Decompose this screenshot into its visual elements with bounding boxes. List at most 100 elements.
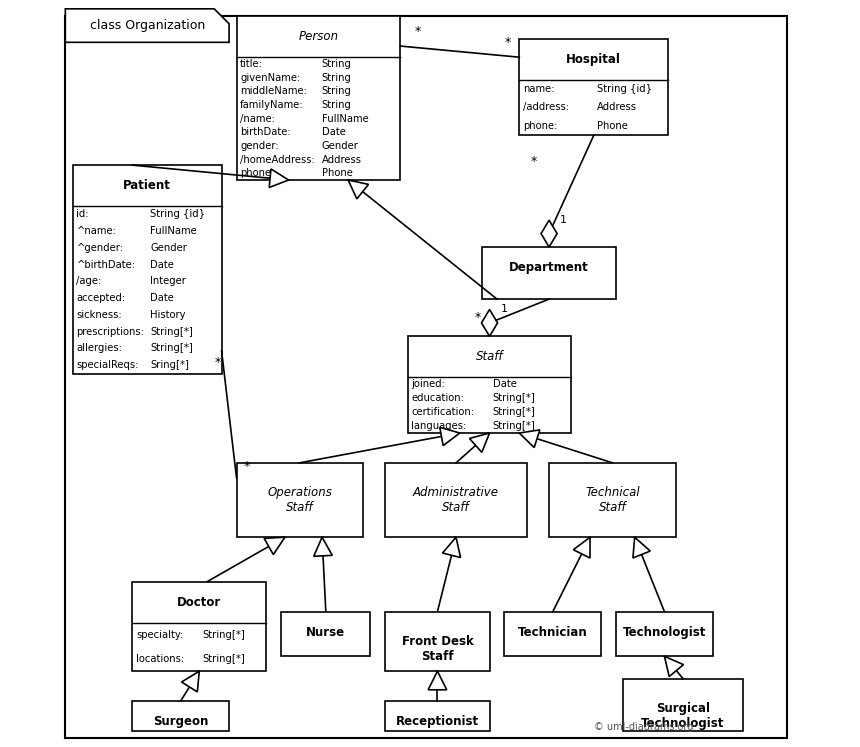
Text: id:: id: <box>77 209 89 220</box>
Text: String: String <box>322 100 352 110</box>
FancyBboxPatch shape <box>132 582 267 672</box>
Text: familyName:: familyName: <box>240 100 304 110</box>
Text: Front Desk
Staff: Front Desk Staff <box>402 635 473 663</box>
FancyBboxPatch shape <box>237 16 400 180</box>
Text: *: * <box>475 311 481 324</box>
Text: FullName: FullName <box>150 226 197 236</box>
Polygon shape <box>633 537 650 558</box>
Text: Date: Date <box>322 127 346 137</box>
Text: sickness:: sickness: <box>77 310 122 320</box>
FancyBboxPatch shape <box>385 612 489 672</box>
Text: FullName: FullName <box>322 114 368 123</box>
Text: String[*]: String[*] <box>493 421 536 431</box>
Text: Surgeon: Surgeon <box>153 715 208 728</box>
Text: Phone: Phone <box>597 121 628 131</box>
Text: Date: Date <box>493 379 517 389</box>
Polygon shape <box>65 9 229 43</box>
Text: Staff: Staff <box>476 350 503 363</box>
Polygon shape <box>181 672 200 692</box>
Text: Address: Address <box>322 155 362 164</box>
Text: String[*]: String[*] <box>150 326 193 337</box>
Text: History: History <box>150 310 186 320</box>
Polygon shape <box>541 220 557 247</box>
Polygon shape <box>443 537 461 557</box>
Text: String {id}: String {id} <box>597 84 652 94</box>
Text: phone:: phone: <box>523 121 557 131</box>
Text: Technician: Technician <box>518 626 587 639</box>
Text: Gender: Gender <box>150 243 187 253</box>
Text: Technologist: Technologist <box>623 626 706 639</box>
Text: specialty:: specialty: <box>136 630 183 640</box>
Text: specialReqs:: specialReqs: <box>77 360 138 370</box>
Polygon shape <box>470 433 489 453</box>
Text: name:: name: <box>523 84 555 94</box>
Text: ^gender:: ^gender: <box>77 243 124 253</box>
Text: 1: 1 <box>501 305 507 314</box>
Polygon shape <box>665 657 684 677</box>
Text: *: * <box>505 36 511 49</box>
Text: joined:: joined: <box>411 379 445 389</box>
FancyBboxPatch shape <box>237 463 363 537</box>
Polygon shape <box>519 430 540 447</box>
Text: languages:: languages: <box>411 421 467 431</box>
FancyBboxPatch shape <box>385 701 489 731</box>
FancyBboxPatch shape <box>408 336 571 433</box>
Text: *: * <box>531 155 537 168</box>
FancyBboxPatch shape <box>65 16 787 738</box>
Polygon shape <box>574 537 590 558</box>
Text: *: * <box>244 460 250 474</box>
FancyBboxPatch shape <box>385 463 526 537</box>
Text: Person: Person <box>298 30 339 43</box>
Text: Date: Date <box>150 260 174 270</box>
Text: © uml-diagrams.org: © uml-diagrams.org <box>593 722 693 732</box>
FancyBboxPatch shape <box>549 463 676 537</box>
Text: String[*]: String[*] <box>493 393 536 403</box>
Text: String: String <box>322 59 352 69</box>
Text: Surgical
Technologist: Surgical Technologist <box>642 702 725 730</box>
Text: String {id}: String {id} <box>150 209 206 220</box>
Text: Department: Department <box>509 261 589 274</box>
FancyBboxPatch shape <box>505 612 601 657</box>
Text: phone:: phone: <box>240 168 274 179</box>
Text: givenName:: givenName: <box>240 72 300 83</box>
Text: /name:: /name: <box>240 114 275 123</box>
Polygon shape <box>314 537 332 557</box>
Text: prescriptions:: prescriptions: <box>77 326 144 337</box>
Text: String[*]: String[*] <box>202 630 245 640</box>
Text: Sring[*]: Sring[*] <box>150 360 189 370</box>
Polygon shape <box>482 309 498 336</box>
Text: Administrative
Staff: Administrative Staff <box>413 486 499 514</box>
Text: ^name:: ^name: <box>77 226 116 236</box>
FancyBboxPatch shape <box>73 165 222 374</box>
Text: *: * <box>415 25 421 38</box>
Text: String[*]: String[*] <box>493 407 536 417</box>
Text: String: String <box>322 72 352 83</box>
Text: /address:: /address: <box>523 102 569 113</box>
Text: certification:: certification: <box>411 407 475 417</box>
Text: birthDate:: birthDate: <box>240 127 291 137</box>
Polygon shape <box>264 537 285 554</box>
Text: /homeAddress:: /homeAddress: <box>240 155 315 164</box>
Text: String[*]: String[*] <box>202 654 245 664</box>
Text: Address: Address <box>597 102 636 113</box>
Text: class Organization: class Organization <box>89 19 205 32</box>
Text: *: * <box>214 356 220 369</box>
Text: allergies:: allergies: <box>77 344 122 353</box>
Text: middleName:: middleName: <box>240 87 307 96</box>
Text: Phone: Phone <box>322 168 353 179</box>
Text: locations:: locations: <box>136 654 184 664</box>
Polygon shape <box>439 427 460 446</box>
Text: title:: title: <box>240 59 263 69</box>
Text: Receptionist: Receptionist <box>396 715 479 728</box>
FancyBboxPatch shape <box>482 247 616 299</box>
FancyBboxPatch shape <box>281 612 371 657</box>
Text: 1: 1 <box>560 215 568 225</box>
Text: Doctor: Doctor <box>177 596 221 609</box>
Text: /age:: /age: <box>77 276 101 286</box>
Text: String[*]: String[*] <box>150 344 193 353</box>
Text: Nurse: Nurse <box>306 626 346 639</box>
Polygon shape <box>348 180 368 199</box>
Text: education:: education: <box>411 393 464 403</box>
Text: Gender: Gender <box>322 141 359 151</box>
Text: String: String <box>322 87 352 96</box>
